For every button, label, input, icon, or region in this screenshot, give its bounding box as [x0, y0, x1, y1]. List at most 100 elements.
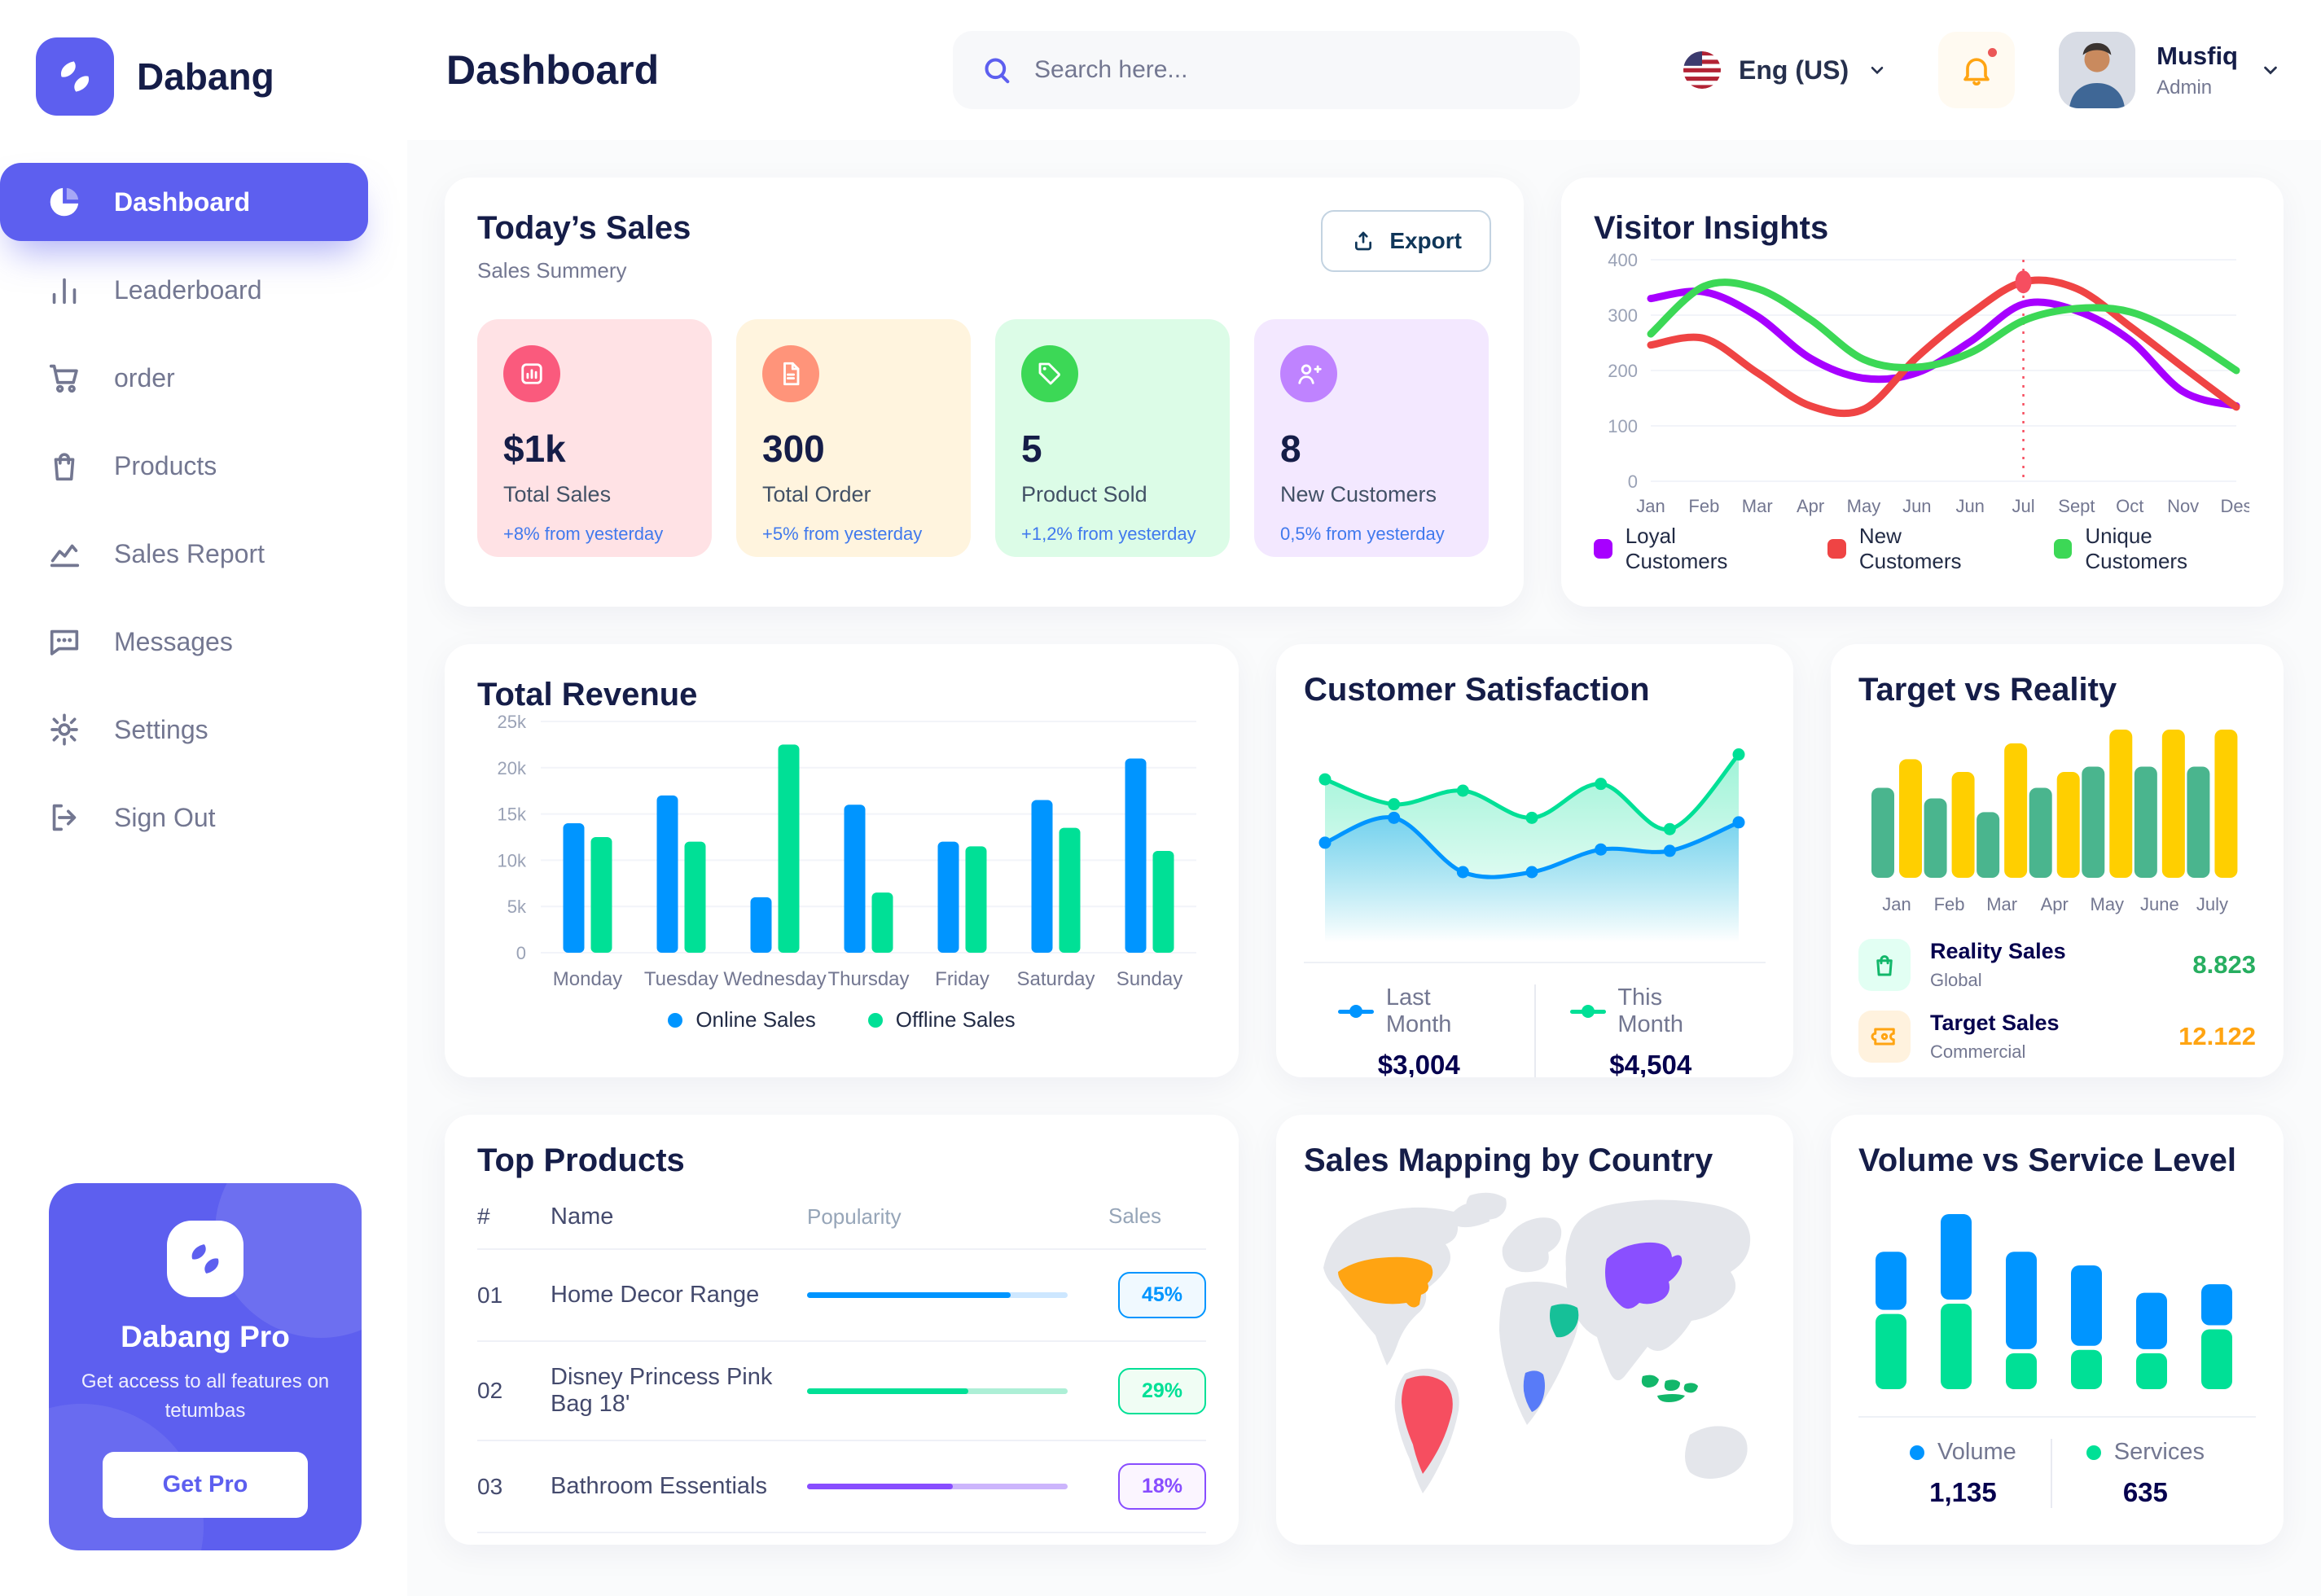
this-month-marker-icon: [1569, 1005, 1606, 1018]
svg-text:Jun: Jun: [1902, 496, 1931, 516]
svg-text:Wednesday: Wednesday: [723, 968, 826, 990]
language-label: Eng (US): [1739, 55, 1849, 85]
legend-item-unique-customers: Unique Customers: [2053, 524, 2251, 574]
total-revenue-title: Total Revenue: [477, 677, 698, 712]
main-area: Dashboard: [407, 0, 2321, 1596]
notifications-button[interactable]: [1938, 32, 2016, 108]
profile-menu[interactable]: Musfiq Admin: [2059, 32, 2282, 108]
volume-total: 1,135: [1929, 1477, 1997, 1507]
pie-chart-icon: [46, 183, 83, 221]
svg-text:June: June: [2140, 894, 2179, 914]
legend-label: Loyal Customers: [1625, 524, 1728, 573]
notification-badge: [1985, 46, 2000, 59]
sales-summary-cards: $1k Total Sales +8% from yesterday 300 Total…: [477, 319, 1491, 557]
dabang-pro-logo-icon: [167, 1221, 244, 1297]
svg-text:Friday: Friday: [935, 968, 989, 990]
topbar-right: Eng (US): [1683, 32, 2282, 108]
product-name: Home Decor Range: [551, 1282, 760, 1308]
legend-item-online-sales: Online Sales: [668, 1007, 816, 1033]
legend-item-loyal-customers: Loyal Customers: [1594, 524, 1775, 574]
dabang-logo-icon: [36, 37, 114, 116]
product-rank: 03: [477, 1473, 503, 1499]
chevron-down-icon: [1867, 59, 1888, 81]
sales-badge: 18%: [1118, 1463, 1206, 1510]
legend-last-month: Last Month $3,004: [1304, 984, 1534, 1077]
svg-text:Jun: Jun: [1955, 496, 1984, 516]
reality-sales-row: Reality Sales Global 8.823: [1858, 939, 2256, 991]
services-dot-icon: [2086, 1445, 2101, 1460]
row-2: Total Revenue 0 5k 10k 15k 20k 25k Monday Tuesd…: [445, 644, 2284, 1077]
sidebar-item-messages[interactable]: Messages: [0, 603, 368, 681]
svg-text:400: 400: [1608, 250, 1638, 270]
table-row: 02 Disney Princess Pink Bag 18' 29%: [477, 1340, 1206, 1440]
reality-sales-value: 8.823: [2192, 950, 2256, 979]
total-revenue-chart: 0 5k 10k 15k 20k 25k Monday Tuesday Wednesday Thu…: [498, 712, 1196, 990]
volume-vs-service-legend: Volume 1,135 Services 635: [1858, 1416, 2256, 1508]
svg-text:10k: 10k: [498, 850, 527, 870]
todays-sales-title: Today’s Sales: [477, 210, 691, 246]
popularity-fill: [807, 1292, 1011, 1298]
svg-text:Apr: Apr: [1797, 496, 1824, 516]
stat-label: Total Sales: [503, 482, 612, 506]
stat-value: 5: [1021, 428, 1042, 470]
svg-text:Monday: Monday: [553, 968, 622, 990]
product-name: Bathroom Essentials: [551, 1473, 767, 1499]
sidebar-item-sign-out[interactable]: Sign Out: [0, 778, 368, 857]
target-vs-reality-legend: Reality Sales Global 8.823 Targe: [1858, 939, 2256, 1063]
customer-satisfaction-title: Customer Satisfaction: [1304, 672, 1650, 708]
volume-vs-service-card: Volume vs Service Level Volume 1,135 Ser…: [1831, 1115, 2284, 1545]
export-button[interactable]: Export: [1321, 210, 1491, 272]
row-3: Top Products # Name Popularity Sales 01 H…: [445, 1115, 2284, 1545]
avatar: [2059, 32, 2136, 108]
legend-item-offline-sales: Offline Sales: [867, 1007, 1016, 1033]
search-bar: [953, 31, 1580, 109]
visitor-insights-card: Visitor Insights 0 100 200 300 400 Jan Feb Mar A…: [1561, 178, 2284, 607]
bag-icon: [46, 447, 83, 484]
export-icon: [1355, 231, 1372, 251]
gear-icon: [46, 711, 83, 748]
bar-chart-icon: [46, 271, 83, 309]
svg-text:May: May: [1847, 496, 1881, 516]
sales-stat-card: 300 Total Order +5% from yesterday: [736, 319, 971, 557]
visitor-insights-chart: 0 100 200 300 400 Jan Feb Mar Apr May Jun Jun Jul Sep…: [1608, 250, 2249, 516]
top-bar: Dashboard: [407, 0, 2321, 140]
sidebar-item-label: order: [114, 362, 175, 392]
sidebar-item-label: Sign Out: [114, 802, 216, 832]
stat-value: $1k: [503, 428, 566, 470]
target-sales-row: Target Sales Commercial 12.122: [1858, 1011, 2256, 1063]
sales-badge: 29%: [1118, 1367, 1206, 1414]
page-title: Dashboard: [446, 47, 660, 93]
svg-text:Feb: Feb: [1934, 894, 1965, 914]
sidebar-item-settings[interactable]: Settings: [0, 691, 368, 769]
svg-text:Apr: Apr: [2041, 894, 2069, 914]
sidebar-item-products[interactable]: Products: [0, 427, 368, 505]
top-products-title: Top Products: [477, 1142, 685, 1178]
sidebar-item-leaderboard[interactable]: Leaderboard: [0, 251, 368, 329]
svg-text:0: 0: [516, 943, 526, 963]
top-products-card: Top Products # Name Popularity Sales 01 H…: [445, 1115, 1239, 1545]
stat-value: 8: [1280, 428, 1301, 470]
bar-chart-icon: [503, 345, 560, 402]
pro-title: Dabang Pro: [121, 1320, 290, 1353]
legend-item-new-customers: New Customers: [1827, 524, 2002, 574]
stat-label: Total Order: [762, 482, 871, 506]
language-selector[interactable]: Eng (US): [1683, 51, 1888, 89]
get-pro-button[interactable]: Get Pro: [102, 1452, 309, 1518]
legend-label: New Customers: [1858, 524, 1962, 573]
stat-label: New Customers: [1280, 482, 1437, 506]
sidebar-item-dashboard[interactable]: Dashboard: [0, 163, 368, 241]
search-input[interactable]: [1033, 55, 1552, 85]
legend-label: Online Sales: [695, 1007, 816, 1032]
svg-text:Des: Des: [2220, 496, 2249, 516]
svg-text:20k: 20k: [498, 758, 527, 778]
pro-upsell-card: Dabang Pro Get access to all features on…: [49, 1183, 362, 1550]
top-products-header: # Name Popularity Sales: [477, 1204, 1162, 1230]
sidebar-item-sales-report[interactable]: Sales Report: [0, 515, 368, 593]
svg-text:0: 0: [1628, 471, 1638, 492]
svg-text:May: May: [2091, 894, 2125, 914]
sidebar-item-order[interactable]: order: [0, 339, 368, 417]
sales-badge: 45%: [1118, 1272, 1206, 1318]
line-chart-icon: [46, 535, 83, 572]
sales-mapping-card: Sales Mapping by Country: [1276, 1115, 1793, 1545]
